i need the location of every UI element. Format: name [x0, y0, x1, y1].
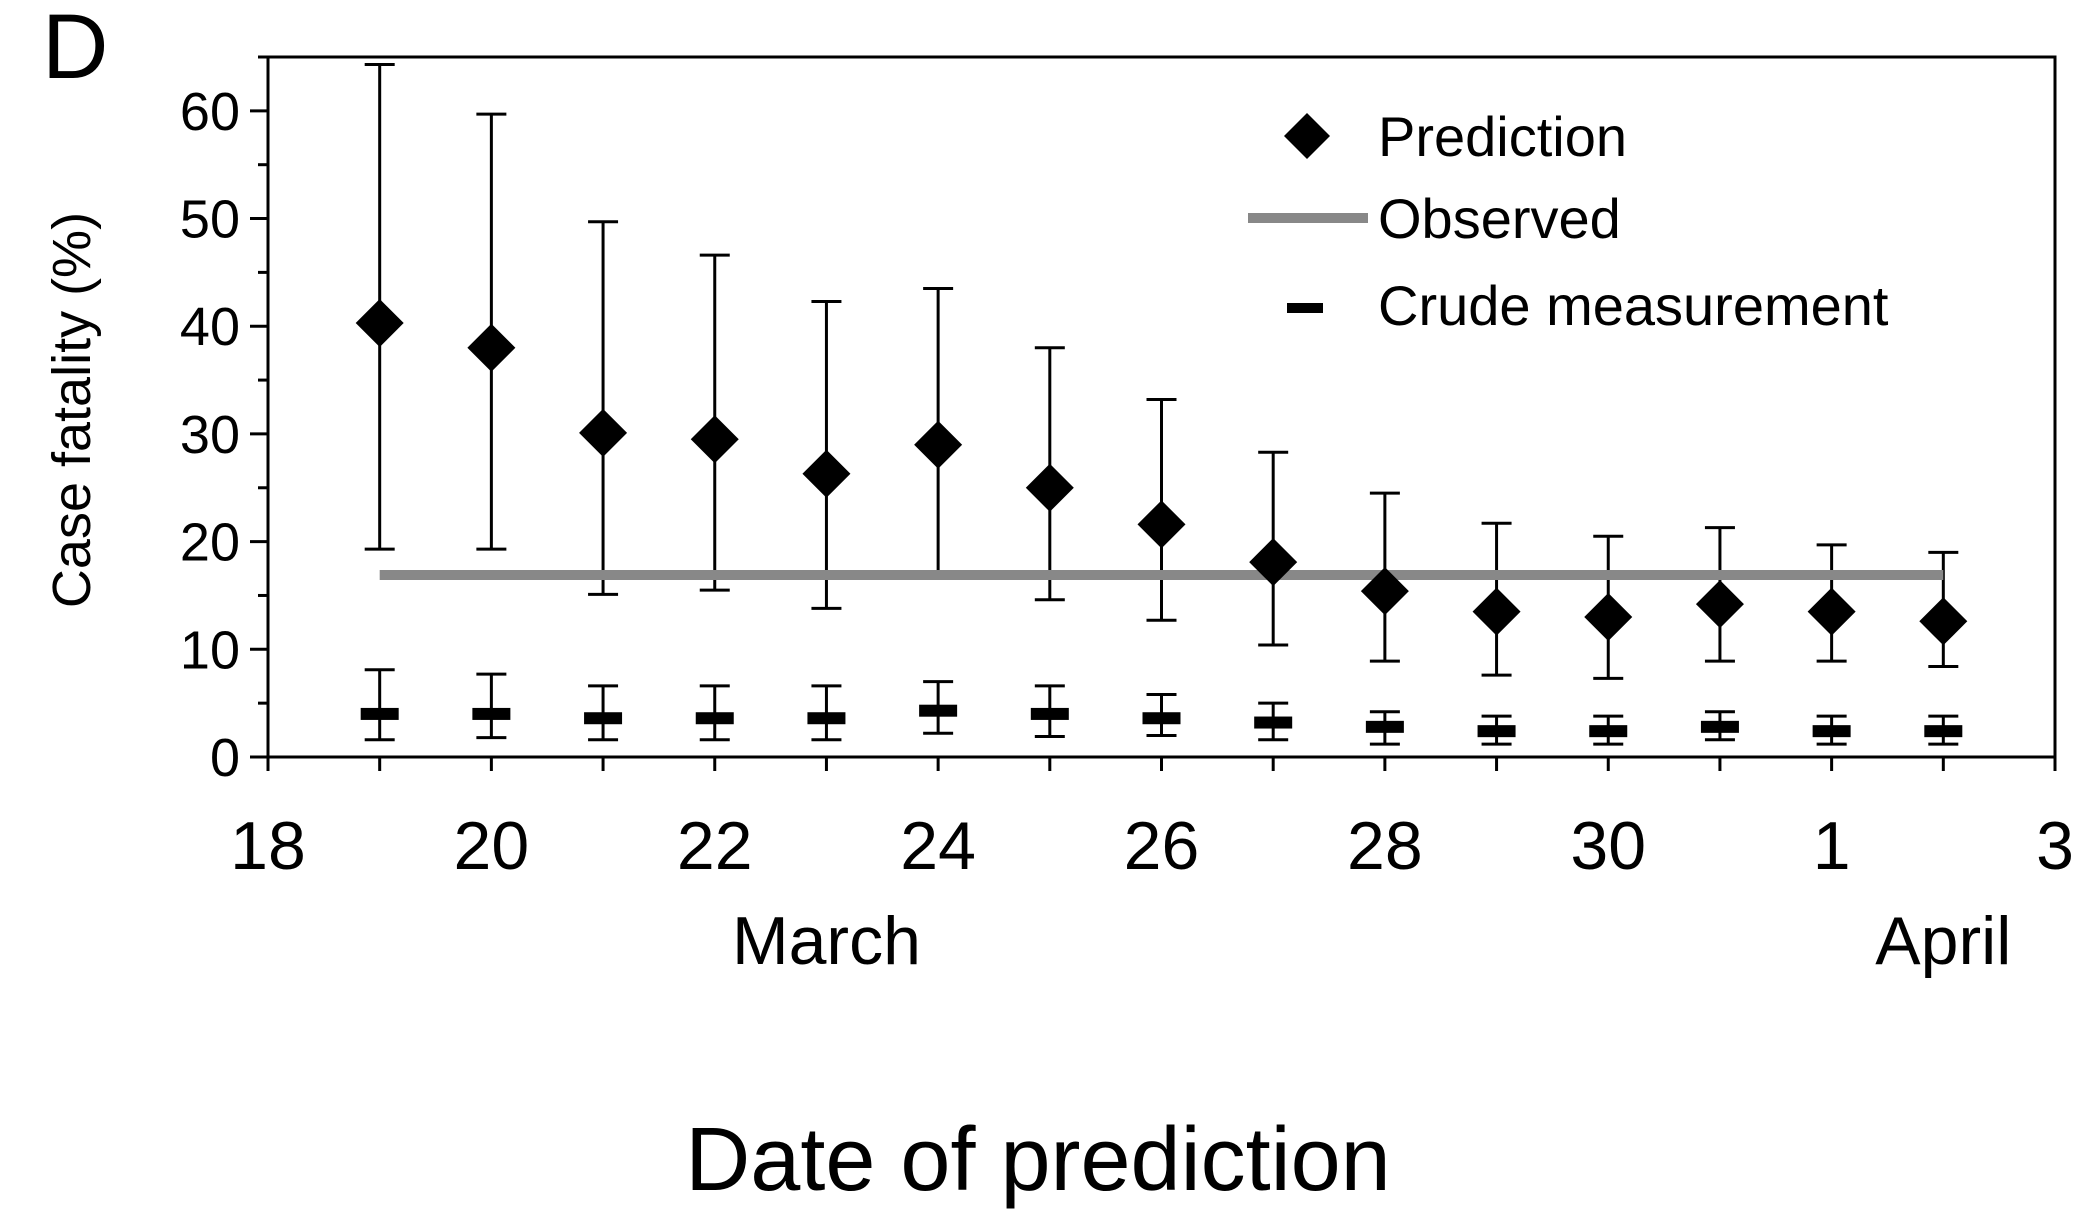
x-tick-label: 1: [1813, 808, 1851, 884]
legend-observed-label: Observed: [1378, 187, 1621, 250]
x-tick-label: 18: [230, 808, 306, 884]
legend: Prediction Observed Crude measurement: [1248, 105, 1889, 337]
prediction-marker: [1584, 593, 1633, 641]
prediction-marker: [802, 449, 851, 498]
prediction-marker: [690, 415, 739, 464]
x-axis-label: Date of prediction: [685, 1110, 1390, 1210]
prediction-marker: [1472, 587, 1521, 636]
y-axis-label: Case fatality (%): [42, 212, 102, 608]
x-tick-label: 3: [2036, 808, 2074, 884]
crude-marker: [919, 704, 958, 717]
x-tick-label: 20: [454, 808, 530, 884]
prediction-marker: [1360, 567, 1409, 616]
x-tick-label: 28: [1347, 808, 1423, 884]
x-tick-label: 30: [1570, 808, 1646, 884]
crude-marker: [1477, 725, 1516, 738]
prediction-marker: [1249, 538, 1298, 587]
prediction-marker: [467, 323, 516, 372]
crude-marker: [1589, 725, 1628, 738]
crude-marker: [1812, 725, 1851, 738]
x-tick-label: 22: [677, 808, 753, 884]
y-tick-label: 0: [210, 728, 240, 788]
y-tick-label: 10: [180, 620, 240, 680]
crude-marker: [360, 707, 399, 720]
month-label: March: [732, 903, 921, 979]
crude-marker: [1700, 720, 1739, 733]
x-tick-label: 26: [1124, 808, 1200, 884]
plot-layer: 0 10 20 30 40 50 60 18 20 22 24 26 28 30 1 3 March April: [180, 55, 2074, 979]
y-tick-label: 40: [180, 297, 240, 357]
y-tick-label: 20: [180, 513, 240, 573]
y-tick-label: 50: [180, 190, 240, 250]
month-label: April: [1875, 903, 2011, 979]
panel-label: D: [42, 0, 108, 98]
crude-marker: [584, 712, 623, 725]
prediction-marker: [1137, 500, 1186, 549]
legend-prediction-label: Prediction: [1378, 105, 1627, 168]
crude-marker: [1254, 716, 1293, 729]
prediction-marker: [579, 408, 628, 457]
legend-crude-marker: [1287, 303, 1323, 313]
crude-marker: [1030, 707, 1069, 720]
prediction-marker: [355, 299, 404, 347]
y-tick-label: 30: [180, 405, 240, 465]
crude-marker: [1142, 712, 1181, 725]
crude-marker: [1365, 720, 1404, 733]
prediction-marker: [1919, 597, 1968, 646]
crude-marker: [695, 712, 734, 725]
legend-prediction-marker: [1284, 113, 1330, 159]
prediction-marker: [1695, 580, 1744, 629]
prediction-marker: [1025, 463, 1074, 512]
crude-marker: [807, 712, 846, 725]
y-tick-label: 60: [180, 82, 240, 142]
x-tick-label: 24: [900, 808, 976, 884]
crude-marker: [1924, 725, 1963, 738]
prediction-marker: [914, 420, 963, 469]
prediction-marker: [1807, 587, 1856, 636]
crude-marker: [472, 707, 511, 720]
legend-crude-label: Crude measurement: [1378, 274, 1889, 337]
